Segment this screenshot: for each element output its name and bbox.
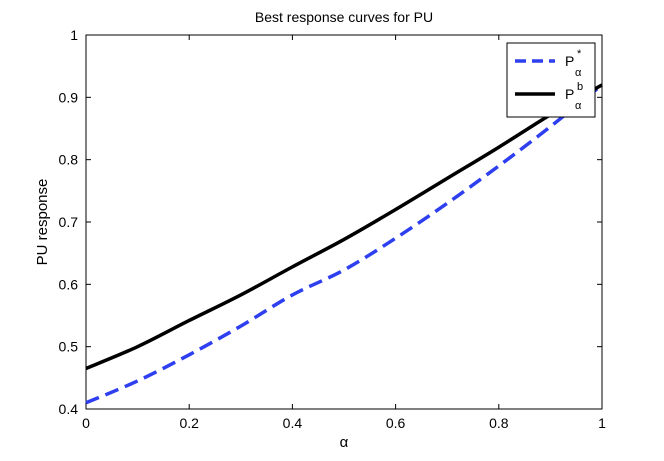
y-tick-label: 0.9 (59, 89, 79, 105)
series-line-1 (85, 83, 604, 405)
x-axis: 0 0.2 0.4 0.6 0.8 1 (82, 35, 606, 431)
y-tick-label: 0.6 (59, 276, 79, 292)
y-axis-title: PU response (34, 179, 51, 266)
x-tick-label: 0.8 (489, 415, 509, 431)
legend-label-1: P (565, 53, 574, 69)
x-tick-label: 0.2 (179, 415, 199, 431)
legend-superscript-2: b (577, 81, 583, 93)
x-tick-label: 0 (82, 415, 90, 431)
legend: P *αP bα (506, 42, 596, 118)
series-layer (85, 83, 604, 405)
y-tick-label: 0.5 (59, 339, 79, 355)
y-axis: 0.4 0.5 0.6 0.7 0.8 0.9 1 (59, 27, 602, 417)
y-tick-label: 0.4 (59, 401, 79, 417)
legend-subscript-1: α (575, 67, 582, 79)
legend-box (506, 42, 596, 118)
x-tick-label: 0.4 (283, 415, 303, 431)
x-tick-label: 1 (598, 415, 606, 431)
series-line-2 (85, 83, 603, 371)
chart-title: Best response curves for PU (255, 9, 433, 25)
y-tick-label: 1 (70, 27, 78, 43)
y-tick-label: 0.8 (59, 152, 79, 168)
legend-subscript-2: α (575, 100, 582, 112)
x-axis-title: α (340, 434, 349, 451)
legend-label-2: P (565, 86, 574, 102)
x-tick-label: 0.6 (386, 415, 406, 431)
y-tick-label: 0.7 (59, 214, 79, 230)
legend-superscript-1: * (577, 48, 582, 60)
